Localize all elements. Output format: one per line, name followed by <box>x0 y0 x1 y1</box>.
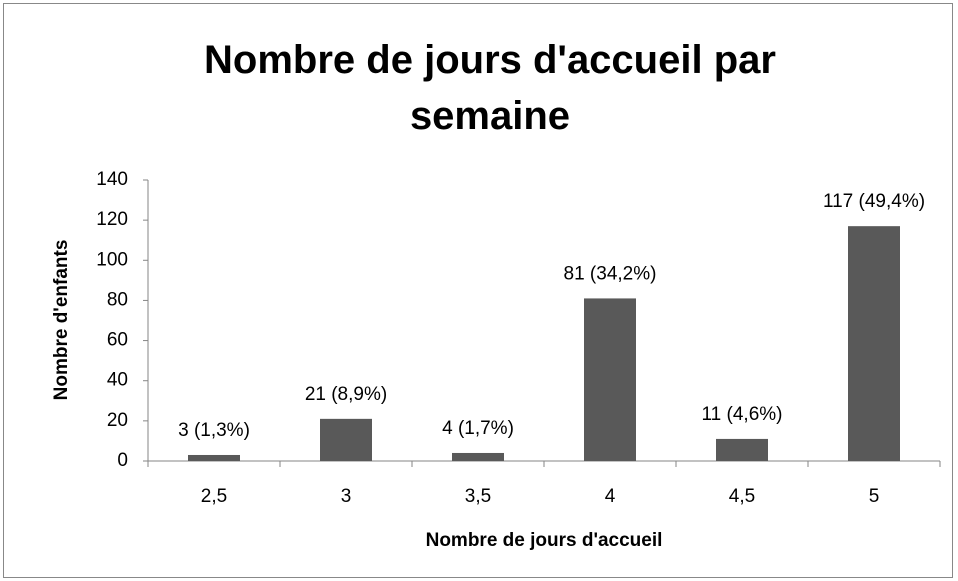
y-tick-label: 0 <box>117 450 128 471</box>
bar <box>452 452 504 461</box>
y-tick-label: 60 <box>107 330 128 351</box>
data-label: 11 (4,6%) <box>702 404 783 425</box>
data-label: 81 (34,2%) <box>564 263 657 284</box>
y-tick-label: 140 <box>96 169 128 190</box>
chart-title: Nombre de jours d'accueil par semaine <box>204 38 776 138</box>
bar <box>848 226 900 461</box>
x-tick-label: 3,5 <box>465 486 491 507</box>
bar <box>320 418 372 461</box>
data-label: 4 (1,7%) <box>442 418 514 439</box>
chart-border <box>3 3 953 578</box>
y-tick-label: 80 <box>107 289 128 310</box>
x-tick-label: 3 <box>341 486 352 507</box>
data-label: 3 (1,3%) <box>178 420 250 441</box>
bar <box>584 298 636 461</box>
data-label: 21 (8,9%) <box>305 384 387 405</box>
x-tick-label: 5 <box>869 486 880 507</box>
data-label: 117 (49,4%) <box>823 191 925 212</box>
x-tick-label: 4,5 <box>729 486 755 507</box>
y-axis-title: Nombre d'enfants <box>51 240 72 401</box>
y-tick-label: 20 <box>107 410 128 431</box>
x-tick-label: 4 <box>605 486 616 507</box>
x-axis-title: Nombre de jours d'accueil <box>426 530 663 551</box>
y-tick-label: 100 <box>96 249 128 270</box>
bar <box>188 454 240 461</box>
bar <box>716 438 768 461</box>
y-tick-label: 40 <box>107 370 128 391</box>
x-tick-label: 2,5 <box>201 486 227 507</box>
y-tick-label: 120 <box>96 209 128 230</box>
